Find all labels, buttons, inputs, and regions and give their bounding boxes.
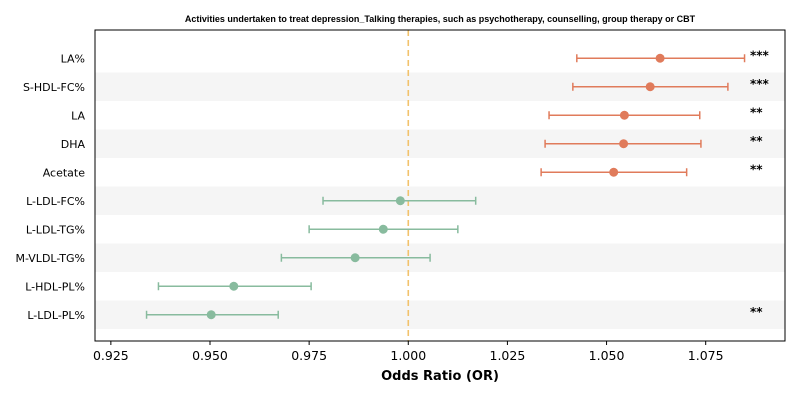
- significance-marker: ***: [750, 48, 770, 62]
- row-label: L-LDL-TG%: [26, 223, 85, 236]
- or-point: [609, 167, 619, 177]
- or-point: [206, 310, 216, 320]
- forest-row: L-LDL-PL% **: [27, 305, 763, 322]
- row-label: L-HDL-PL%: [25, 280, 85, 293]
- x-tick-label: 1.025: [490, 348, 526, 363]
- x-tick-label: 0.925: [93, 348, 129, 363]
- significance-marker: ***: [750, 77, 770, 91]
- x-tick-label: 1.000: [390, 348, 426, 363]
- plot-frame: [94, 29, 786, 342]
- row-label: S-HDL-FC%: [23, 81, 85, 94]
- x-axis-label: Odds Ratio (OR): [381, 369, 499, 384]
- significance-marker: **: [750, 305, 763, 319]
- forest-row: M-VLDL-TG%: [15, 252, 431, 265]
- forest-row: LA% ***: [61, 48, 770, 65]
- row-label: DHA: [61, 138, 86, 151]
- x-tick-label: 1.075: [688, 348, 724, 363]
- or-point: [229, 281, 239, 291]
- forest-row: Acetate **: [43, 162, 764, 179]
- or-point: [619, 110, 629, 120]
- forest-row: DHA **: [61, 134, 764, 151]
- or-point: [645, 82, 655, 92]
- x-tick-label: 1.050: [589, 348, 625, 363]
- row-label: L-LDL-PL%: [27, 309, 85, 322]
- row-label: L-LDL-FC%: [26, 195, 85, 208]
- or-point: [395, 196, 405, 206]
- row-label: M-VLDL-TG%: [15, 252, 85, 265]
- significance-marker: **: [750, 162, 763, 176]
- x-tick-label: 0.950: [192, 348, 228, 363]
- data-rows: LA% ***S-HDL-FC% ***LA **DHA **Acetate **L-LD…: [15, 48, 769, 322]
- or-point: [350, 253, 360, 263]
- significance-marker: **: [750, 105, 763, 119]
- row-stripe: [95, 243, 785, 272]
- or-point: [378, 224, 388, 234]
- x-tick-label: 0.975: [291, 348, 327, 363]
- chart-title: Activities undertaken to treat depressio…: [185, 14, 696, 24]
- forest-row: L-HDL-PL%: [25, 280, 312, 293]
- forest-row: L-LDL-TG%: [26, 223, 459, 236]
- forest-row: S-HDL-FC% ***: [23, 77, 770, 94]
- row-label: LA: [71, 109, 85, 122]
- or-point: [655, 53, 665, 63]
- or-point: [619, 139, 629, 149]
- x-axis: 0.925 0.950 0.975 1.000 1.025 1.050 1.075: [93, 341, 724, 363]
- row-label: LA%: [61, 52, 85, 65]
- forest-row: L-LDL-FC%: [26, 195, 477, 208]
- forest-row: LA **: [71, 105, 763, 122]
- row-label: Acetate: [43, 166, 86, 179]
- significance-marker: **: [750, 134, 763, 148]
